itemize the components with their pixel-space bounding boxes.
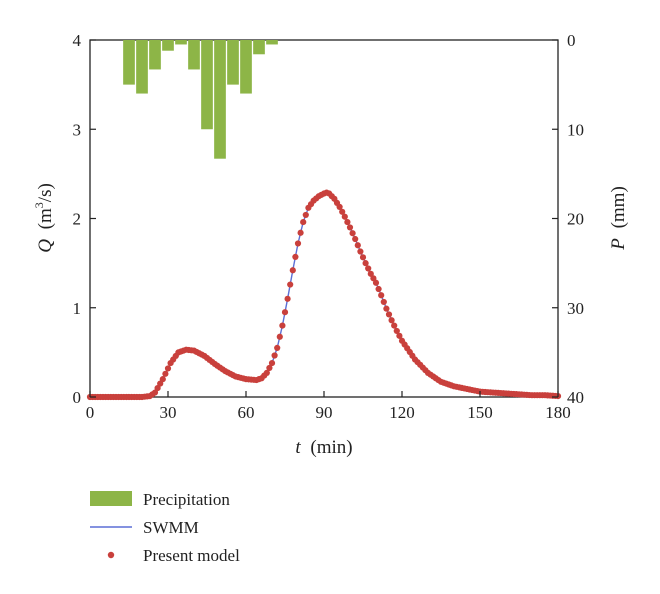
y-right-axis-label: P (mm) [608, 186, 629, 251]
x-tick-label: 120 [389, 403, 415, 422]
y-left-tick-label: 4 [73, 31, 82, 50]
y-left-tick-label: 0 [73, 388, 82, 407]
legend-precipitation-swatch [90, 491, 132, 506]
y-left-axis-ticks: 0 1 2 3 4 [73, 31, 96, 407]
present-model-point [159, 376, 166, 383]
present-model-point [284, 295, 291, 302]
precipitation-bar [266, 40, 278, 45]
present-model-point [380, 298, 387, 306]
legend-precipitation-label: Precipitation [143, 490, 230, 509]
present-model-point [391, 322, 398, 329]
present-model-point [362, 260, 369, 267]
present-model-point [276, 333, 283, 340]
present-model-point [287, 281, 294, 288]
present-model-point [336, 203, 343, 210]
precipitation-bar [240, 40, 252, 94]
present-model-point [266, 364, 273, 372]
x-tick-label: 90 [316, 403, 333, 422]
present-model-point [344, 218, 351, 226]
x-axis-ticks: 0 30 60 90 120 150 180 [86, 391, 571, 422]
x-tick-label: 60 [238, 403, 255, 422]
precipitation-bar [175, 40, 187, 45]
present-model-point [359, 254, 367, 261]
present-model-point [292, 253, 299, 260]
present-model-point [357, 248, 364, 255]
precipitation-bar [123, 40, 135, 85]
y-left-tick-label: 1 [73, 299, 82, 318]
precipitation-bar [188, 40, 200, 70]
present-model-point [378, 292, 385, 299]
precipitation-bar [136, 40, 148, 94]
y-left-tick-label: 2 [73, 210, 82, 229]
present-model-point [385, 311, 393, 318]
present-model-point [271, 352, 278, 359]
y-left-axis-label: Q (m3/s) [32, 183, 56, 253]
y-left-tick-label: 3 [73, 120, 82, 139]
present-model-point [297, 229, 304, 236]
x-tick-label: 30 [160, 403, 177, 422]
present-model-point [375, 285, 382, 293]
y-right-tick-label: 30 [567, 299, 584, 318]
x-axis-label: t (min) [295, 437, 352, 458]
precipitation-bar [149, 40, 161, 70]
x-tick-label: 180 [545, 403, 571, 422]
present-model-point [289, 267, 296, 274]
y-right-tick-label: 0 [567, 31, 576, 50]
precipitation-bar [162, 40, 174, 51]
precipitation-bar [253, 40, 265, 55]
precipitation-bars [123, 40, 278, 159]
present-model-point [268, 359, 276, 367]
y-right-axis-ticks: 0 10 20 30 40 [552, 31, 584, 407]
present-model-point [263, 369, 270, 376]
x-tick-label: 150 [467, 403, 493, 422]
y-right-tick-label: 10 [567, 120, 584, 139]
present-model-point [162, 370, 169, 377]
legend-present-model-label: Present model [143, 546, 240, 565]
y-right-tick-label: 40 [567, 388, 584, 407]
present-model-point [279, 322, 286, 329]
present-model-point [274, 344, 281, 352]
swmm-line [90, 191, 559, 398]
present-model-series [86, 189, 562, 401]
present-model-point [339, 208, 346, 215]
precipitation-bar [214, 40, 226, 159]
present-model-point [300, 218, 307, 226]
present-model-point [372, 279, 380, 286]
present-model-point [365, 265, 372, 272]
present-model-point [383, 305, 390, 312]
present-model-point [396, 332, 403, 339]
present-model-point [294, 240, 302, 247]
y-right-tick-label: 20 [567, 210, 584, 229]
present-model-point [346, 224, 354, 231]
present-model-point [151, 389, 159, 396]
present-model-point [164, 365, 172, 372]
present-model-point [302, 211, 309, 219]
present-model-point [341, 213, 348, 220]
legend-present-model-swatch [107, 551, 115, 559]
plot-area-frame [89, 39, 559, 398]
precipitation-bar [201, 40, 213, 130]
present-model-point [281, 309, 289, 316]
legend: Precipitation SWMM Present model [90, 490, 240, 565]
present-model-point [388, 317, 395, 324]
swmm-series [90, 191, 559, 398]
x-tick-label: 0 [86, 403, 95, 422]
present-model-point [349, 230, 356, 237]
present-model-point [354, 242, 361, 249]
precipitation-bar [227, 40, 239, 85]
present-model-point [352, 235, 359, 243]
legend-swmm-label: SWMM [143, 518, 199, 537]
present-model-point [393, 327, 400, 335]
